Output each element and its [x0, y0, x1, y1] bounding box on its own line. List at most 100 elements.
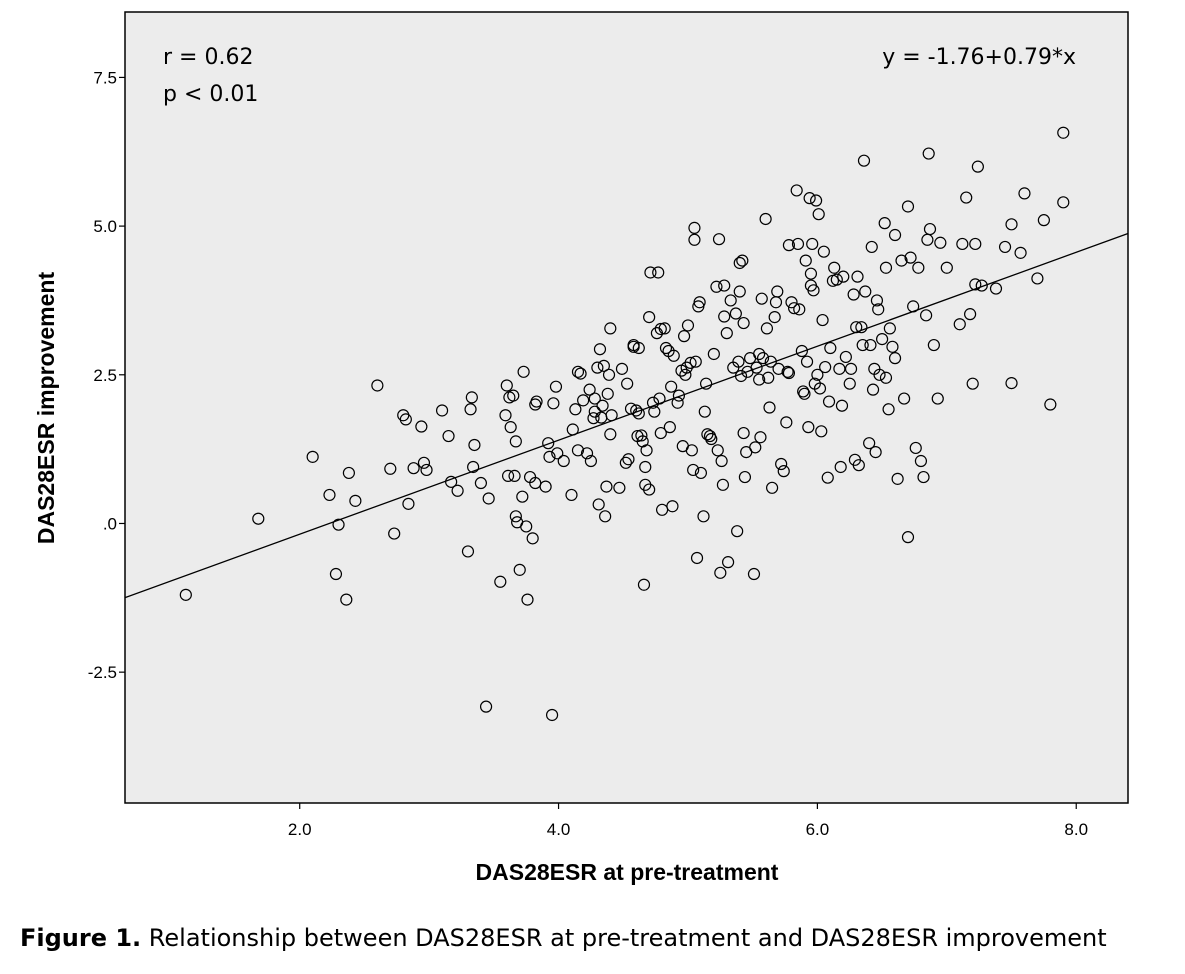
x-axis-label: DAS28ESR at pre-treatment	[476, 859, 779, 885]
data-point	[501, 469, 515, 482]
data-point	[764, 355, 777, 368]
data-point	[388, 527, 401, 540]
data-point	[681, 319, 695, 332]
data-point	[732, 355, 745, 368]
data-point	[782, 239, 796, 252]
data-point	[622, 453, 635, 466]
data-point	[632, 407, 645, 420]
data-point	[371, 379, 384, 392]
data-point	[872, 303, 885, 316]
data-point	[815, 425, 828, 438]
data-point	[989, 282, 1003, 295]
data-point	[782, 366, 796, 380]
data-point	[800, 355, 814, 368]
data-point	[615, 362, 629, 375]
data-point	[677, 330, 691, 343]
y-tick-label: -2.5	[88, 663, 117, 682]
data-point	[718, 279, 731, 292]
data-point	[731, 525, 744, 538]
data-point	[828, 261, 841, 274]
data-point	[705, 432, 718, 446]
data-point	[593, 343, 607, 356]
data-point	[785, 296, 798, 309]
data-point	[639, 460, 652, 474]
data-point	[729, 307, 742, 320]
data-point	[883, 322, 896, 335]
data-point	[798, 387, 811, 400]
data-point	[771, 285, 784, 298]
x-tick-label: 2.0	[288, 820, 312, 839]
data-point	[737, 316, 750, 330]
data-point	[898, 392, 911, 405]
data-point	[710, 280, 723, 293]
data-point	[526, 532, 539, 545]
data-point	[667, 349, 680, 362]
data-point	[821, 471, 834, 484]
data-point	[547, 397, 560, 410]
data-point	[830, 273, 843, 286]
data-point	[508, 469, 521, 482]
data-point	[960, 191, 973, 204]
data-point	[637, 578, 651, 591]
data-point	[340, 593, 353, 606]
data-point	[451, 484, 464, 497]
data-point	[715, 454, 728, 468]
data-point	[672, 389, 686, 402]
data-point	[940, 261, 953, 274]
data-point	[768, 311, 781, 324]
figure-caption: Figure 1. Relationship between DAS28ESR …	[20, 924, 1107, 952]
data-point	[461, 545, 475, 558]
data-point	[763, 401, 776, 414]
data-point	[920, 309, 933, 322]
data-point	[1057, 126, 1070, 139]
data-point	[806, 237, 819, 251]
data-point	[812, 208, 825, 221]
data-point	[465, 391, 478, 404]
data-point	[835, 399, 849, 412]
data-point	[850, 321, 863, 334]
data-point	[809, 194, 823, 207]
data-point	[613, 481, 626, 494]
data-point	[856, 338, 869, 352]
plot-area	[124, 11, 1129, 804]
data-point	[1005, 377, 1018, 390]
data-point	[658, 322, 671, 335]
data-point	[688, 221, 701, 234]
data-point	[1014, 246, 1027, 259]
data-point	[539, 480, 552, 493]
data-point	[605, 409, 618, 422]
data-point	[873, 368, 886, 381]
data-point	[712, 233, 726, 246]
y-tick-label: .0	[103, 514, 117, 533]
data-point	[640, 444, 653, 457]
data-point	[415, 420, 428, 433]
data-point	[587, 412, 600, 425]
data-point	[817, 245, 830, 258]
data-point	[179, 588, 192, 601]
data-point	[580, 447, 594, 460]
data-point	[687, 463, 700, 477]
data-point	[975, 279, 988, 292]
data-point	[588, 392, 601, 405]
data-point	[684, 356, 697, 369]
data-point	[833, 362, 846, 375]
data-point	[654, 322, 667, 336]
data-point	[787, 302, 801, 315]
data-point	[499, 409, 512, 422]
data-point	[834, 460, 847, 474]
y-tick-label: 7.5	[93, 68, 117, 87]
data-point	[762, 371, 775, 384]
x-tick-label: 4.0	[547, 820, 571, 839]
data-point	[571, 444, 585, 457]
regression-line	[124, 232, 1129, 599]
data-point	[583, 383, 596, 396]
data-point	[516, 490, 529, 503]
data-point	[513, 563, 526, 576]
data-point	[591, 361, 604, 374]
data-point	[604, 428, 617, 441]
data-point	[604, 322, 617, 335]
x-tick-label: 8.0	[1064, 820, 1088, 839]
data-point	[754, 431, 767, 444]
y-axis-label: DAS28ESR improvement	[33, 272, 59, 545]
y-tick-label: 5.0	[93, 217, 117, 236]
